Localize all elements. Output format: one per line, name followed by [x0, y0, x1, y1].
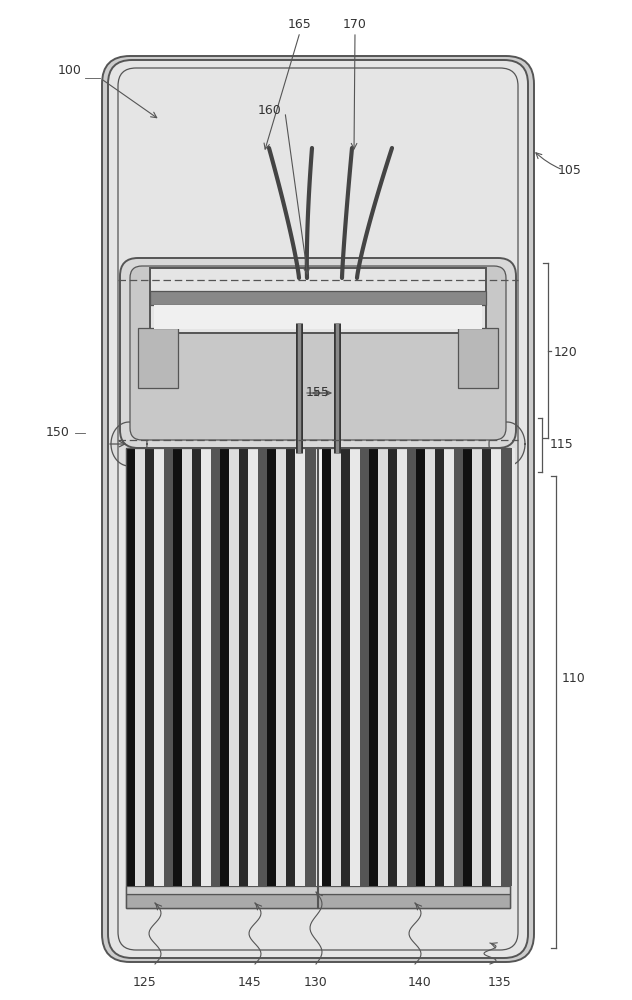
- Bar: [173, 448, 190, 886]
- Bar: [303, 448, 315, 886]
- Text: 170: 170: [343, 18, 367, 31]
- Bar: [291, 448, 301, 886]
- Bar: [406, 448, 418, 886]
- Bar: [150, 268, 486, 333]
- Bar: [209, 448, 221, 886]
- Bar: [276, 448, 298, 886]
- Bar: [135, 448, 157, 886]
- Bar: [126, 448, 142, 886]
- Bar: [248, 448, 272, 886]
- Bar: [233, 448, 246, 886]
- Bar: [388, 448, 402, 886]
- Bar: [425, 448, 447, 886]
- Bar: [482, 448, 496, 886]
- Text: 150: 150: [46, 426, 70, 440]
- Bar: [150, 448, 159, 886]
- Bar: [164, 448, 175, 886]
- Bar: [154, 305, 482, 329]
- Bar: [126, 448, 510, 908]
- Bar: [397, 448, 421, 886]
- Bar: [472, 448, 494, 886]
- FancyBboxPatch shape: [130, 266, 506, 440]
- FancyBboxPatch shape: [108, 60, 528, 958]
- Bar: [191, 448, 206, 886]
- FancyBboxPatch shape: [102, 56, 534, 962]
- Bar: [185, 448, 199, 886]
- Bar: [321, 448, 510, 886]
- Polygon shape: [489, 422, 525, 466]
- Text: 135: 135: [488, 976, 512, 988]
- Bar: [279, 448, 294, 886]
- Bar: [239, 448, 253, 886]
- Text: 115: 115: [550, 438, 574, 450]
- Bar: [154, 448, 178, 886]
- Bar: [444, 448, 468, 886]
- Bar: [126, 894, 510, 908]
- Bar: [268, 448, 279, 886]
- Bar: [491, 448, 514, 886]
- Bar: [305, 448, 317, 886]
- Text: 110: 110: [562, 672, 586, 684]
- Bar: [341, 448, 355, 886]
- Bar: [126, 448, 510, 908]
- Bar: [126, 886, 510, 894]
- Bar: [369, 448, 386, 886]
- Bar: [360, 448, 372, 886]
- Bar: [161, 448, 173, 886]
- Bar: [210, 448, 222, 886]
- FancyBboxPatch shape: [120, 258, 516, 448]
- Bar: [138, 328, 178, 388]
- Text: 155: 155: [306, 386, 330, 399]
- Bar: [220, 448, 236, 886]
- Text: 140: 140: [408, 976, 432, 988]
- Text: 125: 125: [133, 976, 157, 988]
- Bar: [416, 448, 432, 886]
- Text: 145: 145: [238, 976, 262, 988]
- Bar: [145, 448, 159, 886]
- Bar: [458, 328, 498, 388]
- Bar: [322, 448, 339, 886]
- Bar: [183, 448, 204, 886]
- Bar: [286, 448, 300, 886]
- Text: 160: 160: [258, 104, 282, 116]
- Bar: [173, 448, 185, 886]
- Text: 130: 130: [304, 976, 328, 988]
- Bar: [126, 448, 138, 886]
- Bar: [197, 448, 206, 886]
- Bar: [454, 448, 465, 886]
- Bar: [267, 448, 283, 886]
- Bar: [126, 448, 315, 886]
- Text: 100: 100: [58, 64, 82, 77]
- Bar: [138, 448, 152, 886]
- Bar: [229, 448, 250, 886]
- Bar: [435, 448, 449, 886]
- Text: 105: 105: [558, 163, 582, 176]
- Bar: [295, 448, 319, 886]
- Bar: [201, 448, 225, 886]
- Polygon shape: [111, 422, 147, 466]
- Text: 165: 165: [288, 18, 312, 31]
- Bar: [379, 448, 399, 886]
- Bar: [463, 448, 480, 886]
- Bar: [350, 448, 374, 886]
- Bar: [221, 448, 233, 886]
- Bar: [244, 448, 253, 886]
- Bar: [501, 448, 513, 886]
- Bar: [150, 291, 486, 305]
- Bar: [258, 448, 269, 886]
- Text: 120: 120: [554, 347, 578, 360]
- Bar: [331, 448, 353, 886]
- Bar: [256, 448, 268, 886]
